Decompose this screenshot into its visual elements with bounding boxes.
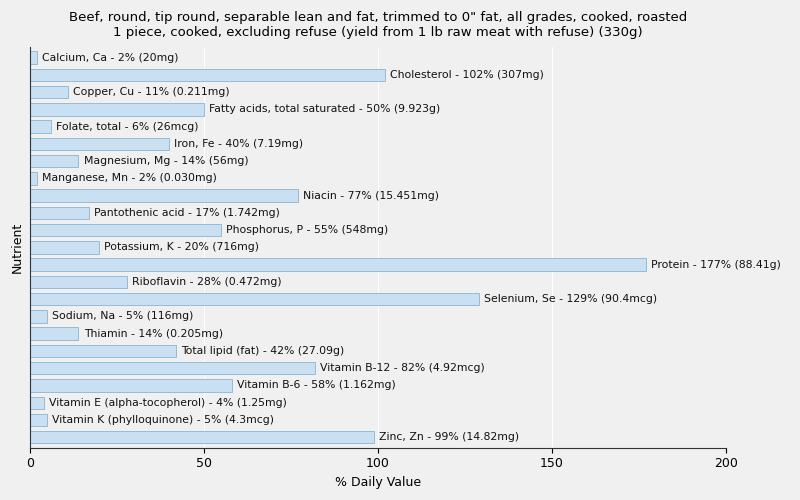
Bar	[30, 120, 50, 133]
Y-axis label: Nutrient: Nutrient	[11, 222, 24, 273]
Bar	[30, 86, 68, 99]
Bar	[30, 414, 47, 426]
Text: Potassium, K - 20% (716mg): Potassium, K - 20% (716mg)	[105, 242, 259, 252]
Text: Phosphorus, P - 55% (548mg): Phosphorus, P - 55% (548mg)	[226, 225, 389, 235]
Text: Sodium, Na - 5% (116mg): Sodium, Na - 5% (116mg)	[52, 312, 194, 322]
Bar	[30, 172, 37, 184]
X-axis label: % Daily Value: % Daily Value	[334, 476, 421, 489]
Bar	[30, 431, 374, 444]
Text: Fatty acids, total saturated - 50% (9.923g): Fatty acids, total saturated - 50% (9.92…	[209, 104, 440, 115]
Text: Magnesium, Mg - 14% (56mg): Magnesium, Mg - 14% (56mg)	[84, 156, 248, 166]
Bar	[30, 396, 43, 409]
Bar	[30, 138, 169, 150]
Text: Iron, Fe - 40% (7.19mg): Iron, Fe - 40% (7.19mg)	[174, 139, 303, 149]
Bar	[30, 68, 385, 81]
Bar	[30, 258, 646, 271]
Text: Total lipid (fat) - 42% (27.09g): Total lipid (fat) - 42% (27.09g)	[181, 346, 344, 356]
Bar	[30, 293, 478, 306]
Text: Cholesterol - 102% (307mg): Cholesterol - 102% (307mg)	[390, 70, 544, 80]
Text: Selenium, Se - 129% (90.4mcg): Selenium, Se - 129% (90.4mcg)	[484, 294, 657, 304]
Text: Folate, total - 6% (26mcg): Folate, total - 6% (26mcg)	[56, 122, 198, 132]
Bar	[30, 276, 127, 288]
Title: Beef, round, tip round, separable lean and fat, trimmed to 0" fat, all grades, c: Beef, round, tip round, separable lean a…	[69, 11, 686, 39]
Text: Vitamin B-6 - 58% (1.162mg): Vitamin B-6 - 58% (1.162mg)	[237, 380, 395, 390]
Text: Thiamin - 14% (0.205mg): Thiamin - 14% (0.205mg)	[84, 328, 222, 338]
Text: Vitamin E (alpha-tocopherol) - 4% (1.25mg): Vitamin E (alpha-tocopherol) - 4% (1.25m…	[49, 398, 286, 407]
Bar	[30, 345, 176, 357]
Bar	[30, 241, 99, 254]
Bar	[30, 190, 298, 202]
Text: Vitamin B-12 - 82% (4.92mcg): Vitamin B-12 - 82% (4.92mcg)	[320, 363, 485, 373]
Text: Pantothenic acid - 17% (1.742mg): Pantothenic acid - 17% (1.742mg)	[94, 208, 280, 218]
Text: Niacin - 77% (15.451mg): Niacin - 77% (15.451mg)	[303, 190, 439, 200]
Text: Vitamin K (phylloquinone) - 5% (4.3mcg): Vitamin K (phylloquinone) - 5% (4.3mcg)	[52, 415, 274, 425]
Bar	[30, 328, 78, 340]
Text: Riboflavin - 28% (0.472mg): Riboflavin - 28% (0.472mg)	[132, 277, 282, 287]
Bar	[30, 380, 231, 392]
Text: Protein - 177% (88.41g): Protein - 177% (88.41g)	[651, 260, 781, 270]
Bar	[30, 310, 47, 322]
Bar	[30, 362, 315, 374]
Bar	[30, 52, 37, 64]
Text: Calcium, Ca - 2% (20mg): Calcium, Ca - 2% (20mg)	[42, 52, 178, 62]
Bar	[30, 224, 221, 236]
Bar	[30, 103, 204, 116]
Text: Manganese, Mn - 2% (0.030mg): Manganese, Mn - 2% (0.030mg)	[42, 174, 217, 184]
Text: Zinc, Zn - 99% (14.82mg): Zinc, Zn - 99% (14.82mg)	[379, 432, 519, 442]
Bar	[30, 155, 78, 168]
Text: Copper, Cu - 11% (0.211mg): Copper, Cu - 11% (0.211mg)	[73, 87, 230, 97]
Bar	[30, 206, 89, 219]
